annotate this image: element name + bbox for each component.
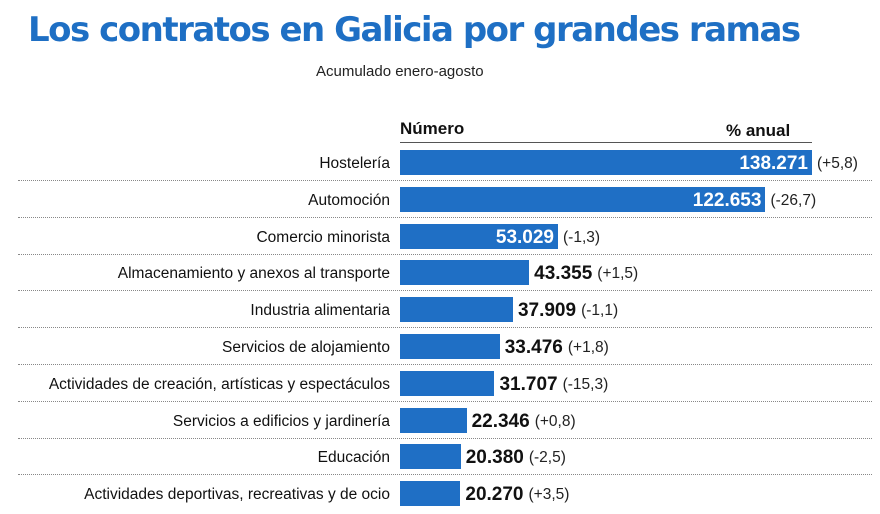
bar — [400, 297, 513, 323]
row-separator — [18, 253, 872, 255]
value-label: 122.653 — [692, 189, 762, 211]
bar — [400, 334, 500, 359]
row-separator — [18, 216, 872, 218]
change-label: (-1,3) — [563, 228, 601, 246]
change-label: (+1,5) — [597, 265, 639, 283]
row-separator — [18, 180, 872, 181]
bar-row: Industria alimentaria 37.909 (-1,1) — [0, 294, 880, 330]
category-label: Actividades deportivas, recreativas y de… — [84, 486, 390, 504]
bar — [400, 260, 530, 286]
category-label: Almacenamiento y anexos al transporte — [117, 265, 390, 283]
row-separator — [18, 364, 872, 365]
category-label: Hostelería — [319, 155, 390, 172]
value-label: 138.271 — [739, 153, 808, 174]
bar — [400, 481, 461, 507]
value-label: 53.029 — [495, 226, 554, 248]
bar — [400, 370, 495, 396]
column-header-number: Número — [400, 119, 465, 138]
bar-row: Almacenamiento y anexos al transporte 43.… — [0, 257, 880, 293]
value-label: 22.346 — [471, 410, 530, 432]
change-label: (-15,3) — [562, 375, 609, 393]
header-divider — [400, 142, 812, 143]
category-label: Automoción — [308, 191, 390, 209]
value-label: 20.270 — [465, 484, 524, 506]
bar-row: Educación 20.380 (-2,5) — [0, 441, 880, 477]
bar — [400, 186, 766, 212]
category-label: Comercio minorista — [256, 228, 390, 246]
bar-row: Comercio minorista 53.029 (-1,3) — [0, 221, 880, 257]
bar-row: Actividades deportivas, recreativas y de… — [0, 478, 880, 514]
bar — [400, 444, 461, 470]
bar — [400, 150, 812, 175]
chart-title: Los contratos en Galicia por grandes ram… — [28, 10, 801, 50]
change-label: (+3,5) — [528, 486, 570, 504]
value-label: 33.476 — [504, 337, 563, 358]
change-label: (-1,1) — [581, 302, 619, 320]
bar-row: Hostelería 138.271 (+5,8) — [0, 147, 880, 183]
chart-subtitle: Acumulado enero-agosto — [316, 63, 484, 80]
value-label: 43.355 — [534, 263, 593, 285]
bar-row: Servicios a edificios y jardinería 22.346… — [0, 405, 880, 441]
bar-row: Servicios de alojamiento 33.476 (+1,8) — [0, 331, 880, 367]
value-label: 37.909 — [517, 300, 577, 322]
category-label: Industria alimentaria — [250, 302, 390, 320]
change-label: (-2,5) — [528, 449, 566, 467]
bar — [400, 407, 467, 433]
row-separator — [18, 290, 872, 292]
bar — [400, 223, 558, 249]
bar-row: Automoción 122.653 (-26,7) — [0, 184, 880, 220]
row-separator — [18, 437, 872, 439]
value-label: 20.380 — [465, 447, 524, 469]
category-label: Servicios a edificios y jardinería — [172, 412, 390, 430]
change-label: (+0,8) — [534, 412, 576, 430]
row-separator — [18, 327, 872, 329]
category-label: Educación — [317, 449, 390, 467]
value-label: 31.707 — [499, 373, 558, 395]
change-label: (-26,7) — [770, 191, 817, 209]
bar-row: Actividades de creación, artísticas y es… — [0, 368, 880, 404]
change-label: (+5,8) — [817, 155, 858, 172]
row-separator — [18, 400, 872, 402]
column-header-pct: % anual — [726, 121, 791, 140]
row-separator — [18, 474, 872, 476]
category-label: Actividades de creación, artísticas y es… — [48, 375, 390, 393]
change-label: (+1,8) — [567, 339, 609, 356]
category-label: Servicios de alojamiento — [221, 339, 390, 356]
